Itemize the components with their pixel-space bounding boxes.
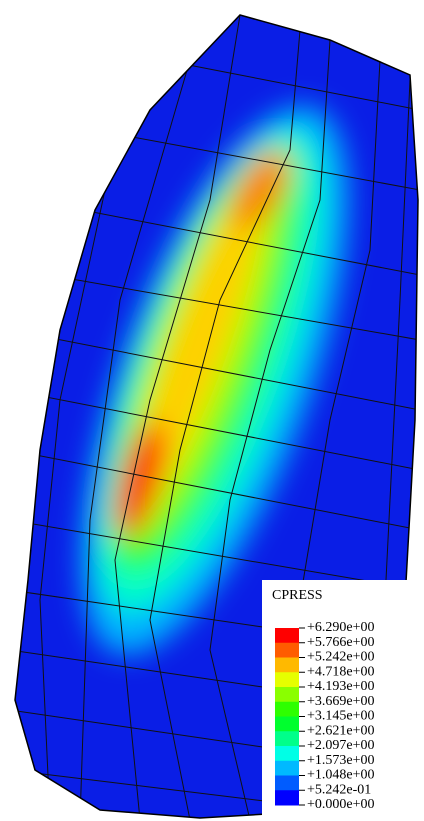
legend-label: +5.766e+00 <box>307 635 375 650</box>
legend-swatch <box>275 642 299 658</box>
legend-label: +2.621e+00 <box>307 723 375 738</box>
legend-swatch <box>275 790 299 806</box>
legend-swatch <box>275 672 299 688</box>
legend-label: +3.669e+00 <box>307 694 375 709</box>
legend-label: +0.000e+00 <box>307 797 375 812</box>
legend-swatch <box>275 731 299 747</box>
legend-title: CPRESS <box>272 588 323 603</box>
legend-label: +1.048e+00 <box>307 768 375 783</box>
legend-swatch <box>275 657 299 673</box>
legend-swatch <box>275 775 299 791</box>
legend-swatch <box>275 687 299 703</box>
outline <box>14 14 419 819</box>
legend-label: +3.145e+00 <box>307 709 375 724</box>
legend-swatch <box>275 760 299 776</box>
legend-label: +5.242e-01 <box>307 782 371 797</box>
legend-swatch <box>275 746 299 762</box>
legend: +6.290e+00+5.766e+00+5.242e+00+4.718e+00… <box>275 620 375 812</box>
legend-label: +1.573e+00 <box>307 753 375 768</box>
contours <box>81 105 349 655</box>
legend-swatch <box>275 628 299 644</box>
legend-swatch <box>275 701 299 717</box>
legend-label: +6.290e+00 <box>307 620 375 635</box>
legend-label: +4.718e+00 <box>307 664 375 679</box>
legend-label: +5.242e+00 <box>307 650 375 665</box>
legend-label: +4.193e+00 <box>307 679 375 694</box>
legend-swatch <box>275 716 299 732</box>
legend-label: +2.097e+00 <box>307 738 375 753</box>
